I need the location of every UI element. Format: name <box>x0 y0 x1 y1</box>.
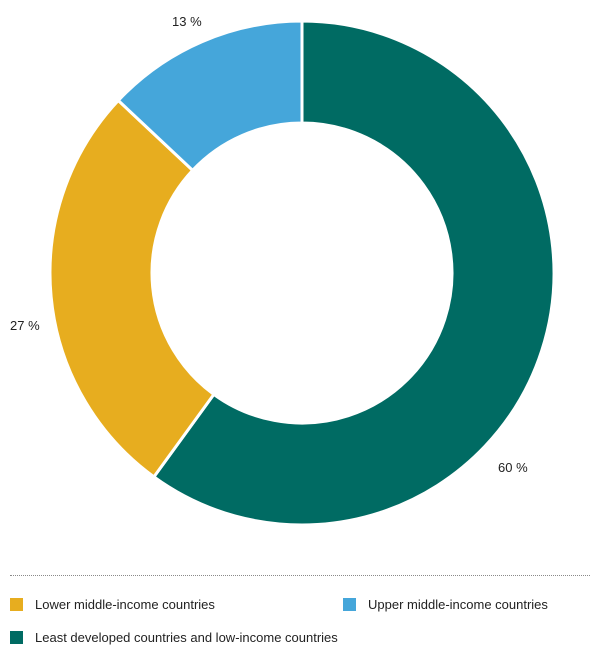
legend-swatch-lower-middle <box>10 598 23 611</box>
slice-least-developed <box>151 19 556 527</box>
legend-label-lower-middle: Lower middle-income countries <box>35 597 215 612</box>
slice-label-lower-middle: 27 % <box>10 318 40 333</box>
slice-lower-middle <box>48 98 216 479</box>
legend-swatch-least-developed <box>10 631 23 644</box>
legend-label-least-developed: Least developed countries and low-income… <box>35 630 338 645</box>
donut-chart: 60 % 27 % 13 % <box>10 14 556 527</box>
slice-label-least-developed: 60 % <box>498 460 528 475</box>
legend-item-upper-middle: Upper middle-income countries <box>343 597 548 612</box>
legend-swatch-upper-middle <box>343 598 356 611</box>
legend-item-lower-middle: Lower middle-income countries <box>10 597 215 612</box>
slice-label-upper-middle: 13 % <box>172 14 202 29</box>
legend-item-least-developed: Least developed countries and low-income… <box>10 630 338 645</box>
legend-label-upper-middle: Upper middle-income countries <box>368 597 548 612</box>
legend-divider <box>10 575 590 576</box>
slice-upper-middle <box>116 19 304 173</box>
